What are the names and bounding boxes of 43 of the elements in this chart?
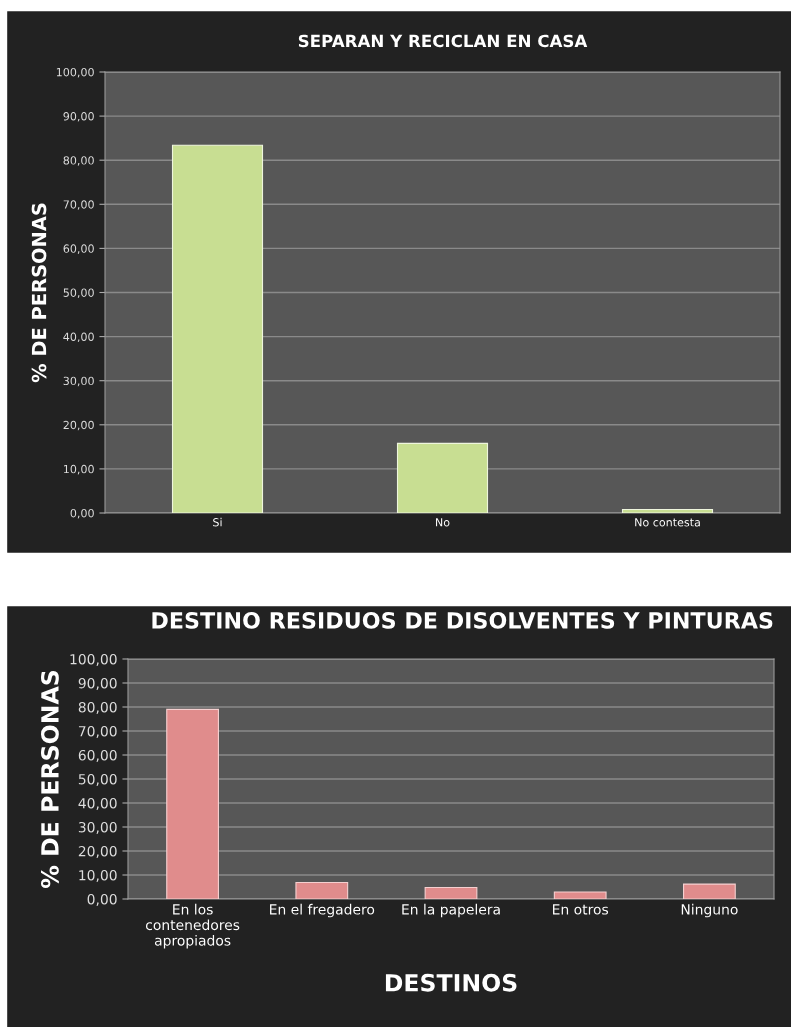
y-tick-label: 80,00	[63, 156, 94, 166]
y-tick-label: 20,00	[78, 845, 117, 858]
chart-title: DESTINO RESIDUOS DE DISOLVENTES Y PINTURAS	[152, 611, 773, 629]
bar	[171, 144, 264, 513]
y-tick-label: 40,00	[78, 797, 117, 810]
y-tick-label: 50,00	[78, 773, 117, 786]
bar	[553, 891, 607, 899]
y-tick-label: 100,00	[70, 653, 117, 666]
y-tick-label: 40,00	[63, 332, 94, 343]
bar	[683, 883, 736, 899]
y-tick-label: 60,00	[63, 244, 94, 254]
chart-title: SEPARAN Y RECICLAN EN CASA	[298, 34, 588, 48]
y-tick-label: 90,00	[78, 677, 117, 690]
y-tick-label: 30,00	[63, 376, 94, 387]
x-tick-label: En la papelera	[402, 903, 500, 918]
y-tick-label: 80,00	[78, 701, 117, 714]
x-tick-label: En los contenedores apropiados	[145, 903, 240, 949]
x-axis-title: DESTINOS	[385, 973, 517, 992]
y-axis-title: % DE PERSONAS	[31, 203, 47, 383]
x-tick-label: No	[436, 518, 450, 527]
bar	[396, 442, 489, 513]
y-tick-label: 70,00	[63, 200, 94, 210]
bar	[166, 708, 219, 899]
y-tick-label: 0,00	[70, 508, 94, 519]
y-tick-label: 10,00	[63, 464, 94, 475]
x-tick-label: En el fregadero	[270, 903, 375, 918]
x-tick-label: Ninguno	[681, 903, 738, 918]
bar	[621, 508, 714, 513]
y-axis-title: % DE PERSONAS	[41, 670, 59, 889]
y-tick-label: 10,00	[79, 869, 117, 882]
x-tick-label: En otros	[553, 904, 609, 915]
bar	[295, 881, 349, 899]
y-tick-label: 50,00	[63, 288, 94, 299]
bar	[424, 886, 478, 899]
x-tick-label: Si	[213, 517, 222, 527]
y-tick-label: 100,00	[56, 67, 94, 78]
y-tick-label: 0,00	[87, 893, 117, 906]
y-tick-label: 70,00	[78, 725, 117, 738]
y-tick-label: 60,00	[78, 749, 117, 762]
y-tick-label: 20,00	[63, 420, 94, 431]
y-tick-label: 30,00	[78, 821, 117, 834]
y-tick-label: 90,00	[63, 112, 94, 122]
x-tick-label: No contesta	[635, 518, 700, 527]
